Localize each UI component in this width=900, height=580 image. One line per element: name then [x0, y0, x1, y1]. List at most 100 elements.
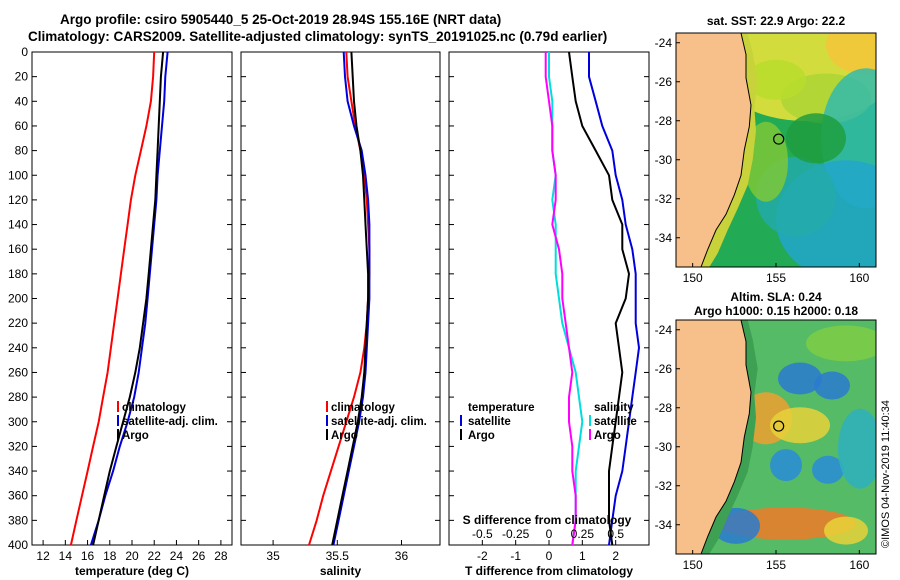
temp-series-argo — [92, 51, 165, 546]
depth-tick-label: 180 — [8, 267, 28, 281]
depth-tick-label: 160 — [8, 242, 28, 256]
sla-lat-tick-label: -26 — [655, 362, 673, 376]
diff-x-tick-label: -1 — [510, 549, 521, 563]
depth-tick-label: 0 — [21, 45, 28, 59]
sla-lat-tick-label: -24 — [655, 323, 673, 337]
diff-top-tick-label: 0.5 — [607, 527, 624, 541]
depth-tick-label: 40 — [15, 94, 29, 108]
sla-field-patch — [778, 362, 822, 395]
diff-x-tick-label: 2 — [612, 549, 619, 563]
sla-field-patch — [824, 516, 868, 545]
sla-lon-tick-label: 150 — [683, 558, 703, 572]
diff-top-axis-label: S difference from climatology — [463, 513, 632, 527]
sst-map-field — [676, 33, 876, 267]
diff-x-tick-label: 1 — [579, 549, 586, 563]
temp-x-tick-label: 28 — [214, 549, 228, 563]
depth-tick-label: 260 — [8, 365, 28, 379]
diff-series-temperature-satellite — [588, 52, 640, 546]
temp-series-climatology — [69, 51, 156, 546]
depth-tick-label: 140 — [8, 218, 28, 232]
sst-lon-tick-label: 160 — [849, 271, 869, 285]
temp-legend-label: satellite-adj. clim. — [122, 416, 218, 428]
diff-legend-temperature-title: temperature — [468, 402, 534, 414]
diff-legend-salinity-title: salinity — [594, 402, 634, 414]
sst-argo-marker — [773, 133, 785, 145]
depth-tick-label: 400 — [8, 538, 28, 552]
diff-top-tick-label: 0.25 — [571, 527, 595, 541]
temp-x-tick-label: 22 — [148, 549, 162, 563]
temp-legend-label: climatology — [122, 402, 187, 414]
temp-x-tick-label: 14 — [59, 549, 73, 563]
temp-x-tick-label: 24 — [170, 549, 184, 563]
sla-lat-tick-label: -28 — [655, 401, 673, 415]
temp-x-tick-label: 12 — [36, 549, 50, 563]
sst-lat-tick-label: -24 — [655, 36, 673, 50]
depth-tick-label: 360 — [8, 489, 28, 503]
sst-lat-tick-label: -26 — [655, 75, 673, 89]
sal-series-satellite-adj-clim- — [332, 51, 371, 546]
depth-tick-label: 300 — [8, 415, 28, 429]
temp-frame — [31, 51, 233, 546]
diff-top-tick-label: 0 — [546, 527, 553, 541]
sst-field-patch — [786, 113, 846, 164]
depth-tick-label: 220 — [8, 316, 28, 330]
sst-lat-tick-label: -30 — [655, 153, 673, 167]
diff-x-axis-label: T difference from climatology — [465, 564, 633, 578]
sla-field-patch — [814, 371, 850, 400]
diff-frame — [448, 51, 650, 546]
temp-x-tick-label: 20 — [125, 549, 139, 563]
temp-x-tick-label: 18 — [103, 549, 117, 563]
sla-map-title-line-2: Argo h1000: 0.15 h2000: 0.18 — [694, 304, 858, 318]
sla-map-field — [676, 320, 876, 554]
sal-frame — [240, 51, 441, 546]
diff-top-tick-label: -0.5 — [472, 527, 493, 541]
sal-x-axis-label: salinity — [320, 564, 362, 578]
sla-field-patch — [770, 407, 830, 444]
depth-tick-label: 200 — [8, 292, 28, 306]
diff-legend-sal-label: Argo — [594, 430, 621, 442]
sla-lon-tick-label: 160 — [849, 558, 869, 572]
sal-legend-label: Argo — [331, 430, 358, 442]
sal-legend-label: climatology — [331, 402, 396, 414]
sla-lat-tick-label: -32 — [655, 479, 673, 493]
sst-map-title: sat. SST: 22.9 Argo: 22.2 — [707, 14, 846, 28]
sla-argo-marker — [773, 420, 785, 432]
title-line-1: Argo profile: csiro 5905440_5 25-Oct-201… — [60, 12, 502, 27]
diff-x-tick-label: 0 — [546, 549, 553, 563]
sla-lat-tick-label: -30 — [655, 440, 673, 454]
depth-tick-label: 380 — [8, 513, 28, 527]
sal-x-tick-label: 35 — [266, 549, 280, 563]
diff-legend-sal-label: satellite — [594, 416, 637, 428]
depth-tick-label: 100 — [8, 168, 28, 182]
imos-timestamp: ©IMOS 04-Nov-2019 11:40:34 — [880, 400, 892, 548]
depth-tick-label: 120 — [8, 193, 28, 207]
sal-x-tick-label: 36 — [395, 549, 409, 563]
sst-lat-tick-label: -32 — [655, 192, 673, 206]
sst-map: -24 -26 -28 -30 -32 -34 150 155 160 — [655, 32, 877, 285]
depth-tick-label: 320 — [8, 439, 28, 453]
sla-field-patch — [838, 408, 876, 489]
title-line-2: Climatology: CARS2009. Satellite-adjuste… — [28, 29, 608, 44]
depth-tick-label: 60 — [15, 119, 29, 133]
sla-map: -24 -26 -28 -30 -32 -34 150 155 160 — [655, 319, 877, 572]
diff-panel: -2 -1 0 1 2T difference from climatology — [448, 51, 650, 578]
diff-x-tick-label: -2 — [477, 549, 488, 563]
sst-field-patch — [744, 121, 788, 202]
sla-field-patch — [806, 325, 876, 362]
temp-panel: 12 14 16 18 20 22 24 26 28 temperature (deg C) — [31, 51, 233, 578]
sst-lon-tick-label: 150 — [683, 271, 703, 285]
diff-legend-temp-label: satellite — [468, 416, 511, 428]
sla-field-patch — [770, 449, 802, 482]
diff-legend-temp-label: Argo — [468, 430, 495, 442]
sst-field-patch — [826, 33, 876, 75]
temp-x-tick-label: 16 — [81, 549, 95, 563]
temp-x-tick-label: 26 — [192, 549, 206, 563]
temp-series-satellite-adj-clim- — [89, 51, 169, 546]
sal-panel: 35 35.5 36 salinity — [240, 51, 441, 578]
sst-field-patch — [746, 59, 806, 100]
depth-tick-label: 280 — [8, 390, 28, 404]
depth-tick-label: 240 — [8, 341, 28, 355]
sst-lat-tick-label: -34 — [655, 231, 673, 245]
sst-lat-tick-label: -28 — [655, 114, 673, 128]
